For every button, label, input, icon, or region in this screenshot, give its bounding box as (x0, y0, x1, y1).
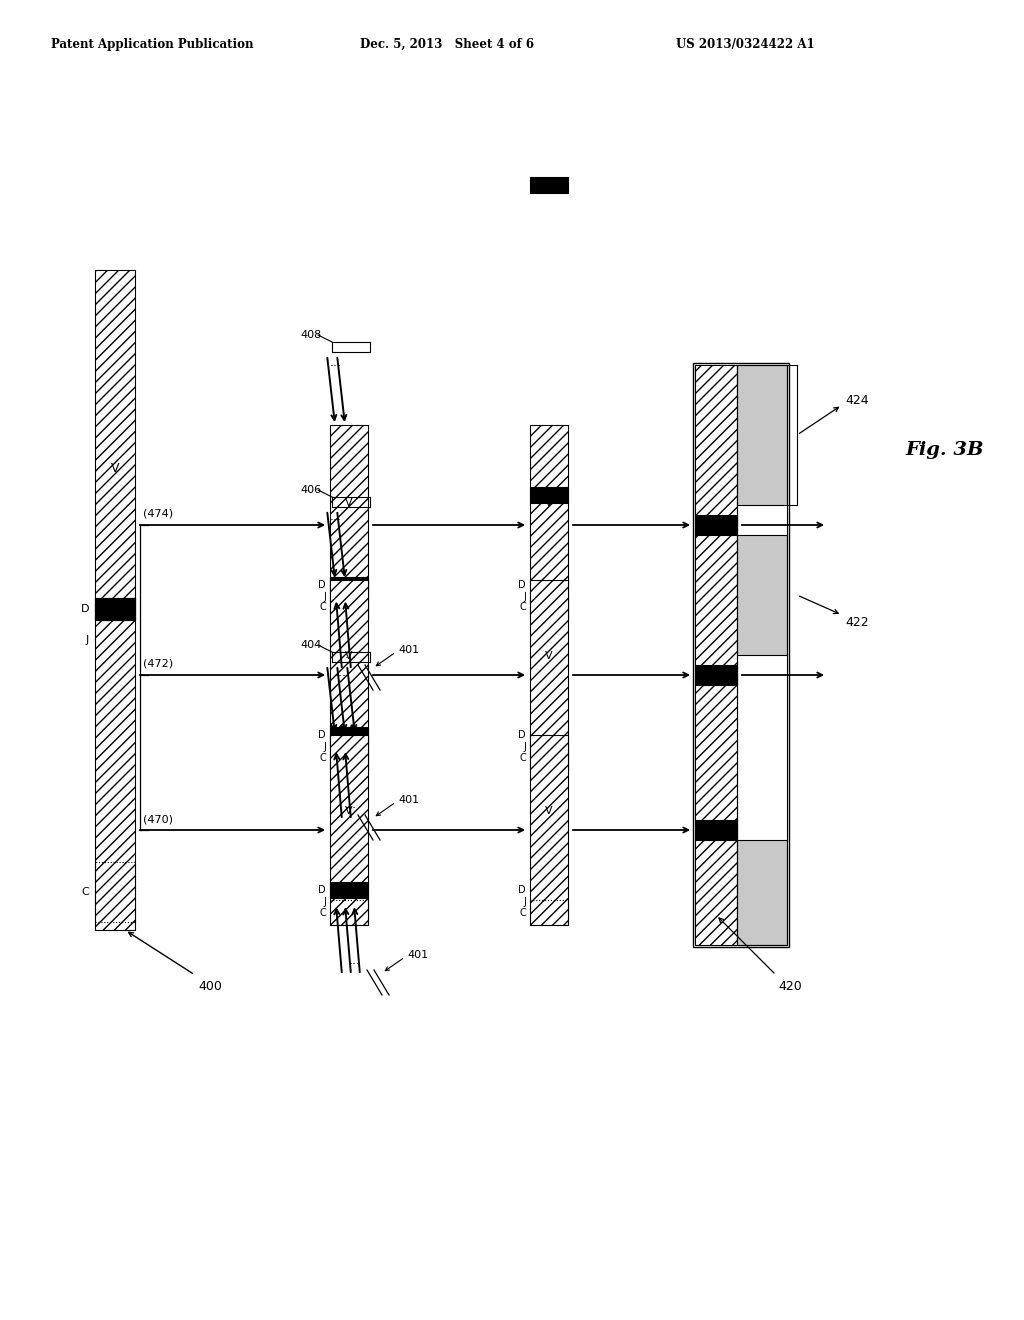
Text: C: C (519, 908, 526, 917)
Bar (737, 366, 787, 506)
Bar (330, 577, 368, 593)
Text: V: V (345, 498, 353, 508)
Text: C: C (319, 908, 326, 917)
Text: V: V (545, 807, 553, 816)
Text: 401: 401 (398, 795, 419, 805)
Text: ...: ... (349, 953, 361, 966)
Bar (693, 363, 790, 946)
Bar (95, 271, 135, 931)
Text: J: J (523, 898, 526, 907)
Bar (330, 735, 368, 925)
Bar (330, 425, 368, 620)
Text: 420: 420 (778, 979, 802, 993)
Text: D: D (81, 603, 89, 614)
Text: Patent Application Publication: Patent Application Publication (51, 37, 254, 50)
Text: (474): (474) (143, 510, 173, 519)
Text: ...: ... (344, 648, 356, 661)
Bar (530, 425, 568, 620)
Bar (737, 366, 787, 945)
Bar (330, 579, 368, 770)
Text: Fig. 3B: Fig. 3B (906, 441, 984, 459)
Text: D: D (318, 730, 326, 741)
Text: V: V (111, 462, 119, 474)
Bar (95, 598, 135, 620)
Text: D: D (518, 886, 526, 895)
Text: 408: 408 (300, 330, 322, 341)
Bar (330, 882, 368, 899)
Text: V: V (345, 807, 353, 816)
Text: (472): (472) (143, 659, 173, 669)
Text: J: J (324, 898, 326, 907)
Text: D: D (518, 579, 526, 590)
Text: J: J (523, 742, 526, 752)
Text: D: D (518, 730, 526, 741)
Text: J: J (324, 591, 326, 602)
Text: 400: 400 (198, 979, 222, 993)
Text: Dec. 5, 2013   Sheet 4 of 6: Dec. 5, 2013 Sheet 4 of 6 (360, 37, 535, 50)
Text: C: C (81, 887, 89, 898)
Bar (95, 862, 135, 921)
Text: V: V (345, 651, 353, 661)
Text: 422: 422 (845, 616, 868, 630)
Text: US 2013/0324422 A1: US 2013/0324422 A1 (676, 37, 814, 50)
Bar (330, 746, 368, 770)
Text: J: J (324, 742, 326, 752)
Text: D: D (318, 886, 326, 895)
Text: ...: ... (330, 511, 342, 524)
Text: V: V (545, 498, 553, 508)
Text: 424: 424 (845, 393, 868, 407)
Text: (470): (470) (143, 814, 173, 824)
Bar (695, 820, 737, 840)
Bar (695, 366, 737, 945)
Bar (737, 840, 787, 945)
Bar (95, 598, 135, 620)
Text: C: C (319, 752, 326, 763)
Text: ...: ... (344, 799, 356, 812)
Text: J: J (523, 591, 526, 602)
Bar (695, 515, 737, 535)
Bar (530, 735, 568, 925)
Text: ...: ... (330, 355, 342, 368)
Text: 401: 401 (398, 645, 419, 655)
Bar (330, 727, 368, 743)
Text: 404: 404 (300, 640, 322, 649)
Text: 401: 401 (407, 950, 428, 960)
Text: J: J (86, 635, 89, 644)
Bar (737, 535, 787, 655)
Text: C: C (519, 602, 526, 612)
Bar (330, 594, 368, 620)
Text: D: D (318, 579, 326, 590)
Bar (530, 594, 568, 620)
Bar (530, 177, 568, 194)
Text: V: V (545, 651, 553, 661)
Bar (695, 665, 737, 685)
Bar (530, 487, 568, 503)
Text: 406: 406 (300, 484, 322, 495)
Text: C: C (519, 752, 526, 763)
Bar (530, 746, 568, 770)
Bar (530, 900, 568, 925)
Text: C: C (319, 602, 326, 612)
Bar (330, 900, 368, 925)
Bar (530, 579, 568, 770)
Text: ...: ... (335, 665, 347, 678)
